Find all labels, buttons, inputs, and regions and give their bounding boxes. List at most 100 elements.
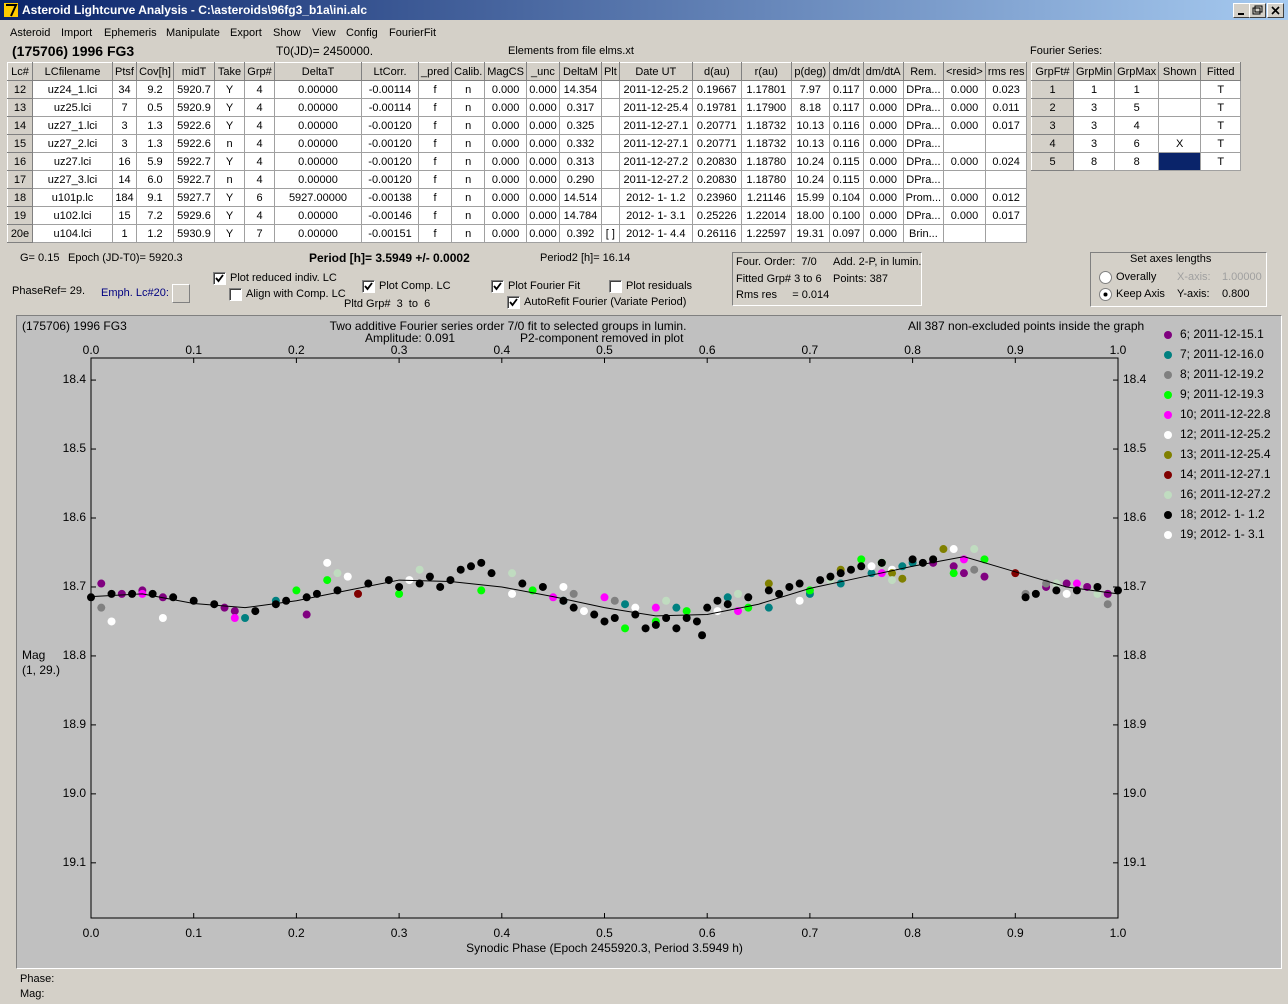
table-cell: 0.332 (558, 134, 602, 153)
data-point (764, 603, 773, 612)
menu-item[interactable]: Import (61, 27, 93, 39)
column-header[interactable]: midT (173, 62, 215, 81)
table-cell (984, 134, 1028, 153)
table-cell: 0.5 (136, 98, 174, 117)
column-header[interactable]: GrpMax (1114, 62, 1160, 81)
menu-item[interactable]: Config (346, 27, 378, 39)
column-header[interactable]: GrpMin (1072, 62, 1116, 81)
column-header[interactable]: Grp# (244, 62, 275, 81)
data-point (220, 603, 229, 612)
data-point (795, 596, 804, 605)
column-header[interactable]: DeltaM (558, 62, 602, 81)
check-mark (509, 298, 518, 307)
column-header[interactable]: d(au) (691, 62, 742, 81)
table-cell[interactable]: 3 (1031, 116, 1074, 135)
column-header[interactable]: Fitted (1200, 62, 1242, 81)
checkbox[interactable] (507, 296, 520, 309)
menu-item[interactable]: Asteroid (10, 27, 51, 39)
table-cell: 1 (1072, 80, 1116, 99)
column-header[interactable]: Lc# (7, 62, 33, 81)
x-tick-label-top: 0.9 (1007, 343, 1024, 357)
column-header[interactable]: rms res (984, 62, 1028, 81)
table-cell[interactable]: 14 (7, 116, 33, 135)
data-point (241, 614, 250, 622)
table-cell: n (451, 170, 486, 189)
table-cell[interactable]: 12 (7, 80, 33, 99)
data-point (487, 569, 496, 578)
table-cell: 3 (1072, 116, 1116, 135)
checkbox[interactable] (362, 280, 375, 293)
fit-info: Fitted Grp# 3 to 6 (736, 273, 822, 285)
column-header[interactable]: LCfilename (32, 62, 113, 81)
column-header[interactable]: dm/dt (828, 62, 864, 81)
table-cell: Y (214, 152, 245, 171)
table-cell[interactable]: 2 (1031, 98, 1074, 117)
column-header[interactable]: Shown (1158, 62, 1202, 81)
table-cell: 0.00000 (274, 224, 362, 243)
column-header[interactable]: r(au) (740, 62, 792, 81)
table-cell[interactable]: 15 (7, 134, 33, 153)
column-header[interactable]: MagCS (484, 62, 527, 81)
close-button[interactable] (1267, 3, 1284, 18)
table-cell[interactable]: 20e (7, 224, 33, 243)
checkbox[interactable] (213, 272, 226, 285)
column-header[interactable]: Rem. (902, 62, 945, 81)
column-header[interactable]: <resid> (943, 62, 986, 81)
radio-button[interactable] (1099, 271, 1112, 284)
data-point (1072, 579, 1081, 588)
table-cell[interactable]: 4 (1031, 134, 1074, 153)
table-cell: 0.000 (862, 206, 904, 225)
data-point (682, 607, 691, 616)
menu-item[interactable]: FourierFit (389, 27, 437, 39)
column-header[interactable]: GrpFt# (1031, 62, 1074, 81)
table-cell[interactable]: 1 (1031, 80, 1074, 99)
column-header[interactable]: _unc (525, 62, 560, 81)
menu-item[interactable]: Manipulate (166, 27, 220, 39)
column-header[interactable]: Date UT (618, 62, 693, 81)
column-header[interactable]: _pred (417, 62, 453, 81)
data-point (1103, 600, 1112, 609)
column-header[interactable]: dm/dtA (862, 62, 904, 81)
table-cell[interactable]: 18 (7, 188, 33, 207)
table-cell: 0.00000 (274, 80, 362, 99)
table-cell[interactable]: 17 (7, 170, 33, 189)
menu-item[interactable]: Ephemeris (104, 27, 157, 39)
column-header[interactable]: LtCorr. (361, 62, 419, 81)
column-header[interactable]: Take (214, 62, 245, 81)
column-header[interactable]: Cov[h] (136, 62, 174, 81)
table-cell[interactable]: 19 (7, 206, 33, 225)
column-header[interactable]: Calib. (451, 62, 486, 81)
column-header[interactable]: p(deg) (790, 62, 830, 81)
restore-button[interactable] (1249, 3, 1266, 18)
table-cell[interactable]: 13 (7, 98, 33, 117)
table-cell (943, 170, 986, 189)
fit-info: Add. 2-P, in lumin. (833, 256, 922, 268)
data-point (980, 572, 989, 581)
table-cell (984, 170, 1028, 189)
column-header[interactable]: Plt (600, 62, 620, 81)
minimize-button[interactable] (1233, 3, 1250, 18)
data-point (857, 555, 866, 564)
checkbox[interactable] (229, 288, 242, 301)
menu-item[interactable]: Show (273, 27, 301, 39)
data-point (302, 593, 311, 602)
menu-item[interactable]: View (312, 27, 336, 39)
table-cell: uz25.lci (32, 98, 113, 117)
data-point (1062, 579, 1071, 588)
checkbox[interactable] (609, 280, 622, 293)
spin-button[interactable] (172, 284, 190, 303)
checkbox[interactable] (491, 280, 504, 293)
table-cell[interactable]: 16 (7, 152, 33, 171)
column-header[interactable]: Ptsf (112, 62, 137, 81)
x-tick-label-top: 0.1 (185, 343, 202, 357)
table-cell: n (451, 188, 486, 207)
column-header[interactable]: DeltaT (274, 62, 362, 81)
table-cell[interactable]: 5 (1031, 152, 1074, 171)
legend-swatch (1164, 411, 1172, 419)
table-cell: u101p.lc (32, 188, 113, 207)
menu-item[interactable]: Export (230, 27, 262, 39)
radio-button[interactable] (1099, 288, 1112, 301)
x-tick-label-top: 0.0 (83, 343, 100, 357)
table-cell: DPra... (902, 98, 945, 117)
g-value: G= 0.15 (20, 252, 60, 264)
